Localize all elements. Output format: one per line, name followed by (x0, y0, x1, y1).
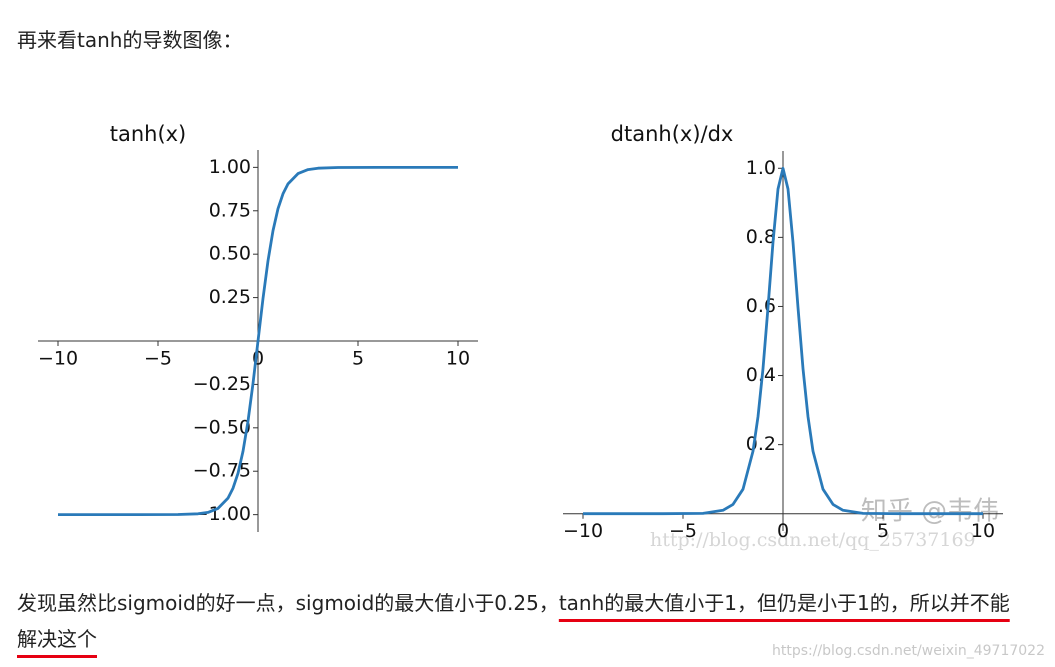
text: 发现虽然比sigmoid的好一点，sigmoid的最大值小于0.25， (17, 591, 559, 615)
heading: 再来看tanh的导数图像： (17, 28, 243, 52)
x-tick-label: 5 (877, 520, 889, 542)
y-tick-label: 0.4 (746, 364, 776, 386)
y-tick-label: 0.2 (746, 433, 776, 455)
x-tick-label: 10 (971, 520, 995, 542)
x-tick-label: −10 (38, 348, 78, 370)
x-tick-label: −5 (669, 520, 697, 542)
chart-title: tanh(x) (110, 122, 187, 146)
x-tick-label: 0 (777, 520, 789, 542)
x-tick-label: 10 (446, 348, 470, 370)
line (583, 166, 983, 516)
chart-title: dtanh(x)/dx (611, 122, 734, 146)
y-tick-label: 1.0 (746, 157, 776, 179)
y-tick-label: −0.75 (193, 460, 251, 482)
y-tick-label: 0.8 (746, 226, 776, 248)
watermark: https://blog.csdn.net/weixin_49717022 (771, 643, 1045, 659)
watermark: 知乎 @韦伟 (861, 497, 999, 527)
y-tick-label: 1.00 (209, 156, 251, 178)
x-tick-label: −10 (563, 520, 603, 542)
y-tick-label: 0.6 (746, 295, 776, 317)
x-tick-label: 5 (352, 348, 364, 370)
paragraph: 发现虽然比sigmoid的好一点，sigmoid的最大值小于0.25，tanh的… (17, 585, 1017, 657)
underlined-text: tanh的最大值小于1，但仍是小于1的，所以并不能解决这个 (17, 591, 1010, 651)
y-tick-label: −1.00 (193, 503, 251, 525)
x-tick-label: −5 (144, 348, 172, 370)
watermark: http://blog.csdn.net/qq_25737169 (650, 529, 976, 551)
y-tick-label: −0.50 (193, 416, 251, 438)
y-tick-label: 0.75 (209, 199, 251, 221)
y-tick-label: 0.25 (209, 286, 251, 308)
y-tick-label: −0.25 (193, 373, 251, 395)
charts: 知乎 @韦伟 http://blog.csdn.net/qq_25737169 … (38, 122, 1003, 551)
y-tick-label: 0.50 (209, 243, 251, 265)
line (58, 166, 458, 516)
